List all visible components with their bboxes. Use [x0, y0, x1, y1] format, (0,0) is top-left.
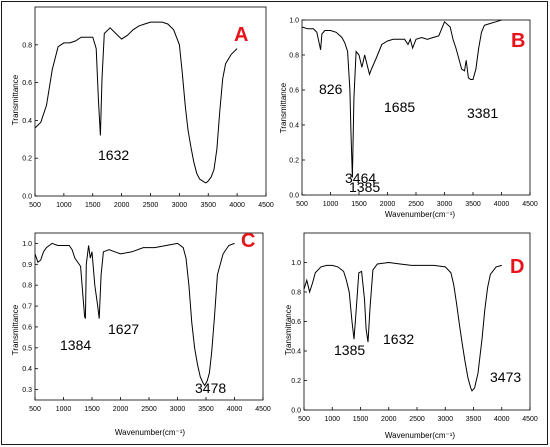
panel-c-ytick-label: 0.3	[22, 387, 32, 394]
panel-d-ytick-label: 0.0	[291, 408, 301, 415]
panel-d-xtick-label: 3000	[437, 416, 453, 423]
panel-c-xtick-label: 3000	[170, 406, 186, 413]
panel-c-ylabel: Transmittance	[11, 304, 20, 355]
panel-d-xtick-label: 4000	[494, 416, 510, 423]
panel-c-ytick-label: 0.9	[22, 262, 32, 269]
panel-b-peak-label: 3381	[467, 105, 498, 121]
panel-c-xtick-label: 3500	[198, 406, 214, 413]
panel-d-ytick-label: 0.6	[291, 319, 301, 326]
panel-c-spectrum-line	[34, 242, 235, 387]
panel-a-ytick-label: 0.2	[22, 156, 32, 163]
panel-c-xtick-label: 500	[29, 406, 41, 413]
panel-a-spectrum-line	[34, 21, 238, 184]
panel-b-xtick-label: 1000	[323, 201, 339, 208]
panel-b-ytick-label: 0.8	[289, 53, 299, 60]
panel-d-xtick-label: 4500	[522, 416, 538, 423]
panel-d-ytick-label: 0.4	[291, 349, 301, 356]
panel-d-xtick-label: 2500	[409, 416, 425, 423]
panel-b-peak-label: 826	[319, 81, 343, 97]
panel-b-xtick-label: 4000	[494, 201, 510, 208]
panel-a-ylabel: Transmittance	[11, 74, 20, 125]
panel-c-ytick-label: 1.0	[22, 241, 32, 248]
panel-b-spectrum-line	[301, 19, 502, 178]
panel-a-xtick-label: 3000	[172, 202, 188, 209]
panel-b-xtick-label: 3500	[465, 201, 481, 208]
panel-c-ytick-label: 0.4	[22, 366, 32, 373]
panel-d-xtick-label: 1000	[324, 416, 340, 423]
panel-c-xtick-label: 1000	[56, 406, 72, 413]
panel-a-xtick-label: 1000	[56, 202, 72, 209]
panel-b-xlabel: Wavenumber(cm⁻¹)	[385, 210, 455, 219]
panel-b-ytick-label: 0.2	[289, 158, 299, 165]
panel-a-xtick-label: 1500	[85, 202, 101, 209]
panel-d-xtick-label: 3500	[466, 416, 482, 423]
panel-a-ytick-label: 0.6	[22, 80, 32, 87]
panel-d-spectrum-line	[303, 261, 502, 392]
panel-d-peak-label: 1385	[334, 342, 365, 358]
panel-a-ytick-label: 0.0	[22, 194, 32, 201]
panel-c-letter: C	[241, 230, 255, 252]
panel-d-ytick-label: 0.8	[291, 290, 301, 297]
panel-a-ytick-label: 0.4	[22, 118, 32, 125]
panel-c-xtick-label: 2000	[113, 406, 129, 413]
panel-b-ytick-label: 0.4	[289, 123, 299, 130]
panel-b-letter: B	[511, 30, 525, 52]
panel-c-xtick-label: 4000	[227, 406, 243, 413]
panel-a-peak-label: 1632	[98, 147, 129, 163]
panel-b-peak-label: 1685	[384, 99, 415, 115]
panel-d-xtick-label: 500	[298, 416, 310, 423]
panel-a-xtick-label: 4500	[258, 202, 274, 209]
panel-a-ytick-label: 0.8	[22, 42, 32, 49]
panel-d-ytick-label: 0.2	[291, 378, 301, 385]
panel-b-ylabel: Transmittance	[279, 82, 288, 133]
panel-b-xtick-label: 2500	[408, 201, 424, 208]
panel-a-xtick-label: 2500	[143, 202, 159, 209]
panel-b-xtick-label: 500	[296, 201, 308, 208]
panel-a-xtick-label: 4000	[229, 202, 245, 209]
panel-d-ytick-label: 1.0	[291, 260, 301, 267]
panel-c-xtick-label: 1500	[84, 406, 100, 413]
panel-d-ylabel: Transmittance	[284, 304, 293, 355]
panel-b-ytick-label: 0.0	[289, 193, 299, 200]
panel-b-ytick-label: 0.6	[289, 88, 299, 95]
panel-b-xtick-label: 2000	[380, 201, 396, 208]
panel-a-letter: A	[234, 24, 248, 46]
panel-c-xlabel: Wavenumber(cm⁻¹)	[115, 428, 185, 437]
panel-c-ytick-label: 0.6	[22, 324, 32, 331]
panel-c-ytick-label: 0.8	[22, 283, 32, 290]
panel-c-peak-label: 1627	[108, 321, 139, 337]
panel-a-xtick-label: 2000	[114, 202, 130, 209]
panel-d-xlabel: Wavenumber(cm⁻¹)	[385, 431, 455, 440]
panel-b-xtick-label: 1500	[351, 201, 367, 208]
panel-c-peak-label: 1384	[60, 337, 91, 353]
panel-c-peak-label: 3478	[195, 380, 226, 396]
panel-d-xtick-label: 2000	[381, 416, 397, 423]
panel-d-xtick-label: 1500	[353, 416, 369, 423]
panel-c-xtick-label: 4500	[255, 406, 271, 413]
panel-d-peak-label: 3473	[490, 369, 521, 385]
panel-c-ytick-label: 0.5	[22, 345, 32, 352]
panel-b-xtick-label: 3000	[437, 201, 453, 208]
panel-b-peak-label: 1385	[349, 179, 380, 195]
panel-c-xtick-label: 2500	[141, 406, 157, 413]
panel-a-xtick-label: 3500	[200, 202, 216, 209]
panel-a-xtick-label: 500	[29, 202, 41, 209]
panel-c-ytick-label: 0.7	[22, 304, 32, 311]
panel-b-ytick-label: 1.0	[289, 18, 299, 25]
panel-d-letter: D	[510, 256, 524, 278]
panel-b-xtick-label: 4500	[522, 201, 538, 208]
panel-d-peak-label: 1632	[383, 331, 414, 347]
